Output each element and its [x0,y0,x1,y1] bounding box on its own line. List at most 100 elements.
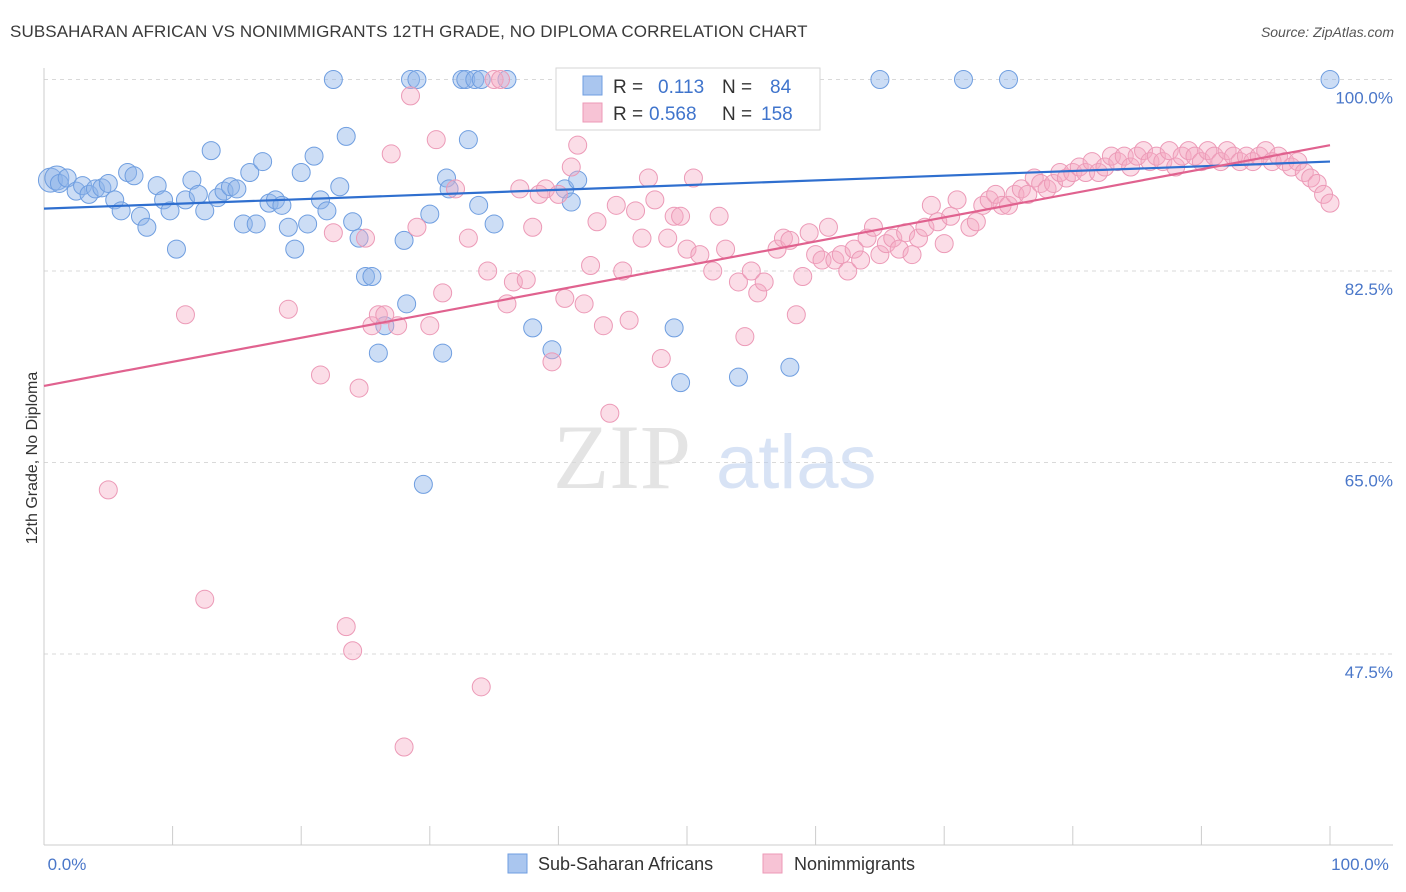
point-nonimmigrant [426,130,446,150]
point-nonimmigrant [683,168,703,188]
point-nonimmigrant [986,184,1006,204]
point-nonimmigrant [947,190,967,210]
point-subsaharan [278,217,298,237]
point-nonimmigrant [1320,193,1340,213]
point-subsaharan [246,214,266,234]
point-subsaharan [85,179,105,199]
point-nonimmigrant [1056,168,1076,188]
point-nonimmigrant [561,157,581,177]
point-nonimmigrant [375,305,395,325]
legend-n-value-2: 158 [761,104,793,125]
point-nonimmigrant [1153,152,1173,172]
point-subsaharan [188,184,208,204]
points-layer [37,70,1340,757]
point-nonimmigrant [934,234,954,254]
watermark-zip: ZIP [553,406,691,508]
point-nonimmigrant [921,195,941,215]
point-subsaharan [285,239,305,259]
point-subsaharan [394,230,414,250]
point-nonimmigrant [818,217,838,237]
series-legend-swatch-pink [762,853,783,874]
point-subsaharan [343,212,363,232]
point-nonimmigrant [1018,184,1038,204]
point-subsaharan [728,367,748,387]
point-subsaharan [323,70,343,89]
point-subsaharan [298,214,318,234]
point-nonimmigrant [587,212,607,232]
point-nonimmigrant [458,228,478,248]
point-subsaharan [253,152,273,172]
point-nonimmigrant [1301,168,1321,188]
point-subsaharan [130,206,150,226]
legend-n-value-1: 84 [770,77,792,98]
point-nonimmigrant [870,245,890,265]
point-nonimmigrant [658,228,678,248]
point-subsaharan [147,176,167,196]
point-nonimmigrant [1217,141,1237,161]
x-tick-label-min: 0.0% [48,855,87,874]
point-nonimmigrant [838,261,858,281]
stats-legend: R = 0.113 N = 84 R = 0.568 N = 158 [555,67,821,131]
point-subsaharan [397,294,417,314]
point-nonimmigrant [581,256,601,276]
point-nonimmigrant [1127,146,1147,166]
watermark-atlas: atlas [716,420,877,505]
legend-r-value-1: 0.113 [658,77,704,98]
point-nonimmigrant [542,352,562,372]
trend-layer [43,144,1331,387]
point-nonimmigrant [619,310,639,330]
point-subsaharan [349,228,369,248]
source-credit: Source: ZipAtlas.com [1260,24,1394,40]
point-nonimmigrant [568,135,588,155]
point-nonimmigrant [1185,146,1205,166]
point-nonimmigrant [1198,141,1218,161]
point-nonimmigrant [825,250,845,270]
point-nonimmigrant [471,677,491,697]
chart-title: SUBSAHARAN AFRICAN VS NONIMMIGRANTS 12TH… [10,22,808,41]
legend-swatch-blue [582,75,603,96]
point-nonimmigrant [420,316,440,336]
point-nonimmigrant [407,217,427,237]
point-subsaharan [330,177,350,197]
y-tick-label: 65.0% [1345,472,1393,491]
point-nonimmigrant [709,206,729,226]
point-subsaharan [304,146,324,166]
point-nonimmigrant [728,272,748,292]
point-nonimmigrant [863,217,883,237]
point-nonimmigrant [908,228,928,248]
point-nonimmigrant [703,261,723,281]
point-subsaharan [469,195,489,215]
point-nonimmigrant [446,179,466,199]
point-subsaharan [166,239,186,259]
legend-n-label-2: N = [722,104,752,125]
point-nonimmigrant [433,283,453,303]
point-subsaharan [953,70,973,89]
point-nonimmigrant [786,305,806,325]
point-nonimmigrant [343,641,363,661]
series-legend-swatch-blue [507,853,528,874]
point-nonimmigrant [754,272,774,292]
point-subsaharan [1320,70,1340,89]
point-nonimmigrant [381,144,401,164]
point-nonimmigrant [1044,173,1064,193]
legend-r-label-2: R = [613,104,643,125]
point-nonimmigrant [966,212,986,232]
point-nonimmigrant [310,365,330,385]
series-legend: Sub-Saharan Africans Nonimmigrants [507,853,915,874]
point-subsaharan [671,373,691,393]
x-tick-label-max: 100.0% [1331,855,1389,874]
point-nonimmigrant [1159,141,1179,161]
point-nonimmigrant [1256,141,1276,161]
point-nonimmigrant [645,190,665,210]
point-nonimmigrant [889,239,909,259]
point-nonimmigrant [1089,163,1109,183]
point-nonimmigrant [593,316,613,336]
point-subsaharan [523,318,543,338]
point-subsaharan [780,357,800,377]
point-subsaharan [336,126,356,146]
point-subsaharan [66,181,86,201]
point-subsaharan [362,266,382,286]
point-nonimmigrant [831,245,851,265]
y-tick-label: 47.5% [1345,663,1393,682]
